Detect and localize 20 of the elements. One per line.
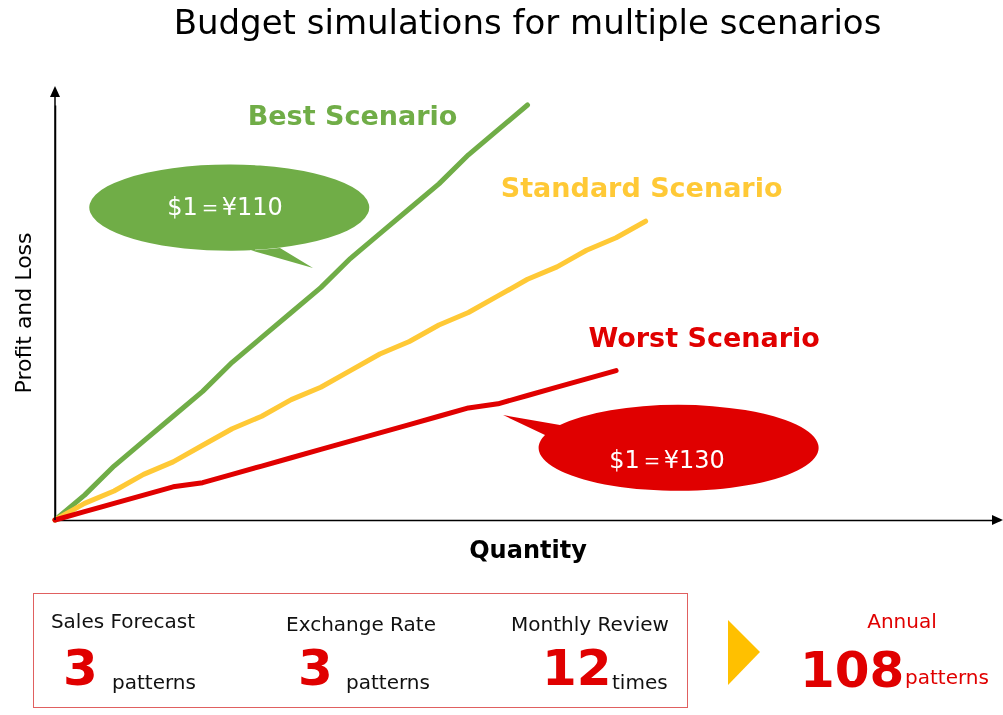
- x-axis-title: Quantity: [469, 535, 588, 564]
- text: Monthly Review: [511, 612, 669, 636]
- text: patterns: [905, 665, 989, 689]
- annotation: $1＝¥130: [609, 446, 725, 474]
- text: 12: [542, 639, 612, 697]
- text: times: [612, 670, 668, 694]
- series-label: Best Scenario: [247, 100, 458, 131]
- text: Annual: [867, 609, 937, 633]
- text: Exchange Rate: [286, 612, 436, 636]
- series-label: Worst Scenario: [588, 321, 820, 353]
- text: 3: [63, 639, 98, 697]
- annotation: $1＝¥110: [167, 193, 283, 221]
- y-axis-title: Profit and Loss: [10, 232, 36, 394]
- text: Sales Forecast: [50, 609, 196, 633]
- text: 108: [800, 641, 905, 699]
- text: patterns: [346, 670, 430, 694]
- chart-title: Budget simulations for multiple scenarios: [173, 1, 882, 42]
- text: 3: [298, 639, 333, 697]
- text: patterns: [112, 670, 196, 694]
- series-label: Standard Scenario: [500, 172, 783, 204]
